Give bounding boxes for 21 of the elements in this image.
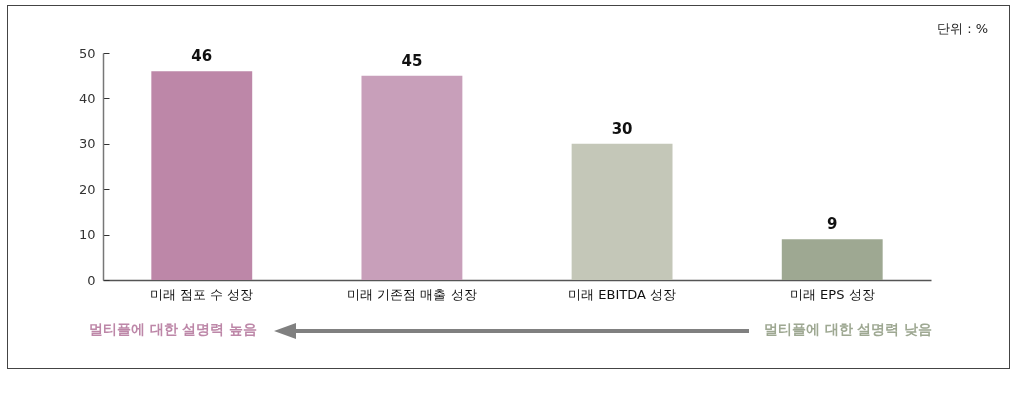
bar <box>151 71 253 280</box>
text: 멀티플에 대한 설명력 낮음 <box>763 321 933 337</box>
data-label: 9 <box>827 215 838 234</box>
bar <box>781 239 883 280</box>
data-label: 30 <box>611 119 633 138</box>
y-tick-label: 10 <box>78 227 96 243</box>
bar <box>571 143 673 280</box>
data-label: 45 <box>401 51 423 70</box>
y-tick-label: 0 <box>87 272 96 288</box>
text: 멀티플에 대한 설명력 높음 <box>88 321 258 337</box>
y-tick-label: 40 <box>78 90 96 106</box>
y-tick-label: 30 <box>78 136 96 152</box>
bar <box>361 75 463 280</box>
x-tick-label: 미래 기존점 매출 성장 <box>347 286 477 302</box>
x-tick-label: 미래 점포 수 성장 <box>150 286 254 302</box>
data-label: 46 <box>191 47 213 66</box>
y-tick-label: 20 <box>78 181 96 197</box>
x-tick-label: 미래 EBITDA 성장 <box>568 286 677 302</box>
y-tick-label: 50 <box>78 45 96 61</box>
x-tick-label: 미래 EPS 성장 <box>789 286 875 302</box>
text: 단위 : % <box>937 21 988 36</box>
